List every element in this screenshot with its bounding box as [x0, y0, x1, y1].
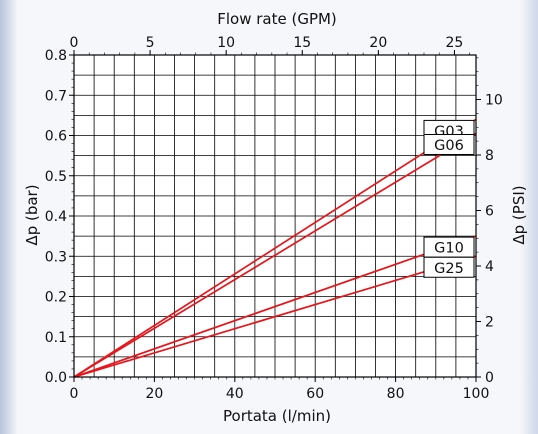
x-tick-label: 0 — [70, 386, 79, 402]
y2-tick-label: 8 — [485, 148, 494, 164]
y-tick-label: 0.2 — [45, 290, 67, 306]
y2-tick-label: 10 — [485, 92, 503, 108]
y-tick-label: 0.5 — [45, 169, 67, 185]
series-line-g10 — [73, 235, 477, 378]
x2-tick-label: 15 — [293, 35, 311, 51]
x2-tick-label: 5 — [146, 35, 155, 51]
y2-tick-label: 6 — [485, 203, 494, 219]
x2-tick-label: 10 — [217, 35, 235, 51]
series-label-g10: G10 — [434, 241, 464, 257]
series-label-box-g06 — [423, 133, 475, 155]
x2-tick-label: 0 — [70, 35, 79, 51]
series-label-g25: G25 — [434, 261, 464, 277]
y-tick-label: 0.8 — [45, 48, 67, 64]
y-tick-label: 0.6 — [45, 129, 67, 145]
y2-tick-label: 4 — [485, 259, 494, 275]
y2-tick-label: 0 — [485, 370, 494, 386]
x-tick-label: 60 — [306, 386, 324, 402]
x-tick-label: 40 — [226, 386, 244, 402]
x-tick-label: 20 — [145, 386, 163, 402]
series-line-g03 — [73, 118, 477, 378]
y-tick-label: 0.7 — [45, 88, 67, 104]
series-line-g25 — [73, 255, 477, 378]
y2-tick-label: 2 — [485, 314, 494, 330]
x-tick-label: 100 — [463, 386, 490, 402]
y2-axis-label: Δp (PSI) — [510, 185, 528, 244]
x-tick-label: 80 — [387, 386, 405, 402]
y-tick-label: 0.1 — [45, 330, 67, 346]
grid — [74, 55, 476, 377]
series-line-g06 — [73, 132, 477, 378]
x-axis-label: Portata (l/min) — [223, 407, 331, 425]
series-label-box-g25 — [423, 256, 475, 278]
series-label-g06: G06 — [434, 138, 464, 154]
x2-tick-label: 25 — [446, 35, 464, 51]
x2-axis-label: Flow rate (GPM) — [217, 10, 337, 28]
x2-tick-label: 20 — [369, 35, 387, 51]
y-tick-label: 0.4 — [45, 209, 67, 225]
y-tick-label: 0.3 — [45, 249, 67, 265]
y-axis-label: Δp (bar) — [23, 184, 41, 245]
series-lines — [73, 118, 477, 378]
ticks: 0 20 40 60 80 1000.00.10.20.30.40.50.60.70.80… — [45, 35, 503, 402]
y-tick-label: 0.0 — [45, 370, 67, 386]
